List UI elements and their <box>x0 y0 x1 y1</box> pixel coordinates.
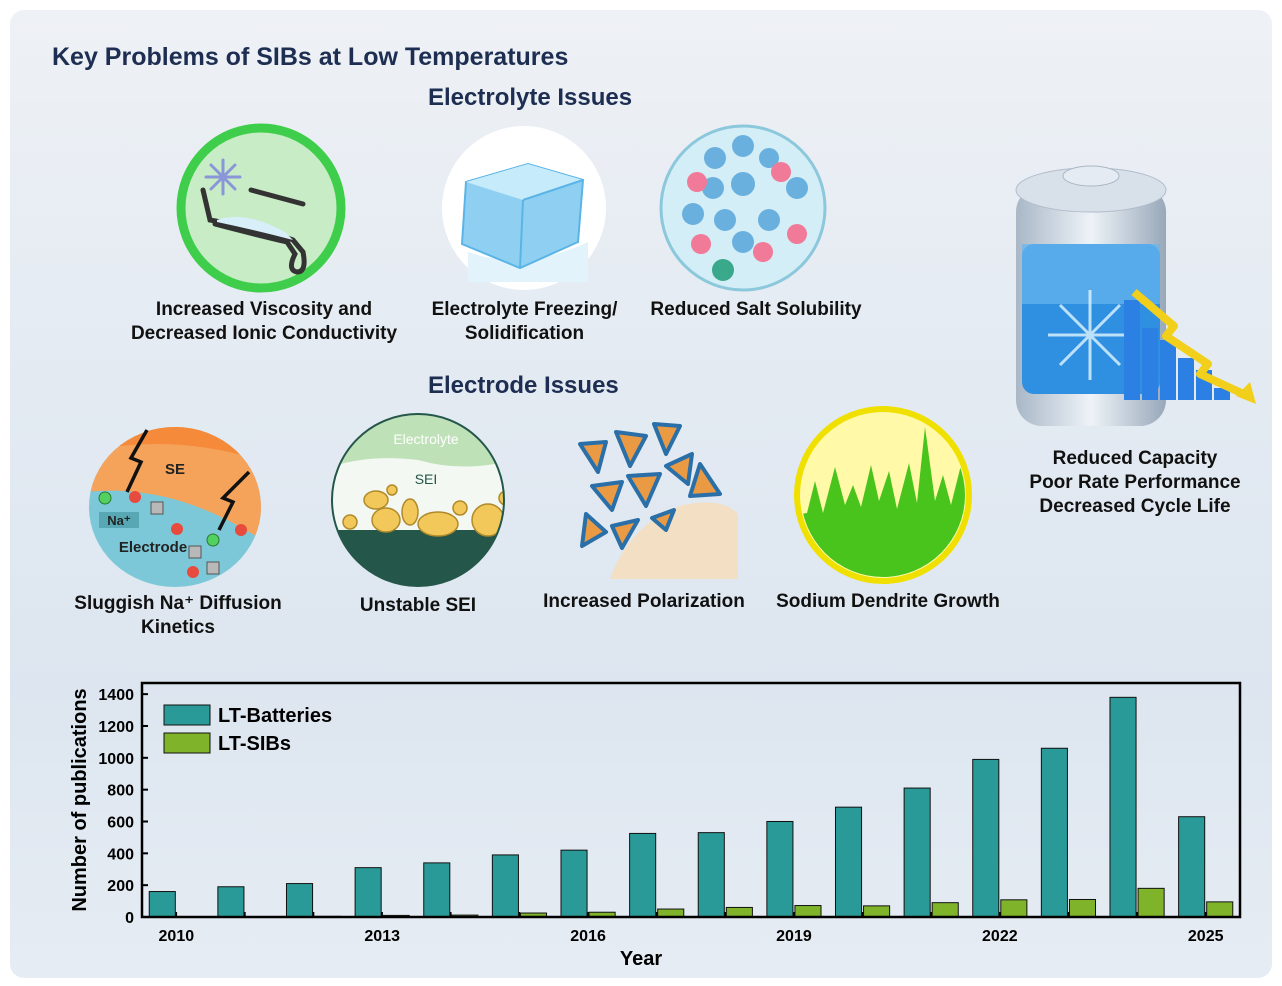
legend-label: LT-Batteries <box>218 705 332 727</box>
bar-lt-batteries-2011 <box>217 886 245 918</box>
electrolyte-heading: Electrolyte Issues <box>428 84 633 111</box>
y-tick-label: 1000 <box>98 751 134 768</box>
x-axis-label: Year <box>620 948 662 965</box>
ice-cube-icon <box>442 126 606 290</box>
diffusion-icon: SE Na⁺ Electrode <box>89 427 261 587</box>
figure-panel: Key Problems of SIBs at Low Temperatures… <box>10 10 1272 978</box>
x-tick-label: 2016 <box>570 928 606 945</box>
x-tick-label: 2022 <box>982 928 1018 945</box>
sei-electrolyte-label: Electrolyte <box>393 431 459 447</box>
bar-lt-sibs-2025 <box>1206 901 1234 918</box>
x-tick-label: 2010 <box>159 928 195 945</box>
bar-lt-batteries-2010 <box>148 891 176 918</box>
se-label: SE <box>165 461 185 478</box>
solubility-caption: Reduced Salt Solubility <box>650 299 862 320</box>
sei-label: SEI <box>415 471 438 487</box>
viscosity-caption: Increased Viscosity and Decreased Ionic C… <box>130 299 398 344</box>
plot-frame <box>140 681 1242 919</box>
bar-lt-batteries-2018 <box>697 832 725 918</box>
y-tick-label: 200 <box>107 878 134 895</box>
publications-chart: 0 200 400 600 800 1000 1200 1400 2010 2013 2016 201… <box>69 681 1242 965</box>
y-tick-label: 0 <box>125 910 134 927</box>
electrode-label: Electrode <box>119 539 187 556</box>
sei-icon: Electrolyte SEI <box>331 413 505 587</box>
electrode-heading: Electrode Issues <box>428 372 619 399</box>
y-tick-label: 1400 <box>98 687 134 704</box>
y-tick-label: 400 <box>107 846 134 863</box>
salt-solubility-icon <box>659 124 827 292</box>
bar-lt-batteries-2020 <box>834 806 863 918</box>
na-label: Na⁺ <box>107 513 131 528</box>
bar-lt-batteries-2017 <box>629 832 657 918</box>
sei-caption: Unstable SEI <box>359 595 477 616</box>
legend-label: LT-SIBs <box>218 733 291 755</box>
freezing-caption: Electrolyte Freezing/Solidification <box>431 299 618 344</box>
y-tick-label: 1200 <box>98 719 134 736</box>
bar-lt-batteries-2012 <box>285 883 314 918</box>
viscosity-icon <box>176 123 346 293</box>
bar-lt-batteries-2019 <box>766 820 794 918</box>
bar-lt-batteries-2021 <box>903 787 931 918</box>
bar-lt-batteries-2015 <box>491 854 519 918</box>
bar-lt-batteries-2024 <box>1109 696 1137 918</box>
bar-lt-sibs-2022 <box>1000 899 1028 918</box>
bar-lt-sibs-2021 <box>931 902 959 918</box>
bar-lt-sibs-2019 <box>794 905 822 918</box>
main-title: Key Problems of SIBs at Low Temperatures <box>52 43 569 71</box>
y-axis-label: Number of publications <box>69 688 91 911</box>
y-tick-label: 600 <box>107 814 134 831</box>
bar-lt-batteries-2014 <box>423 862 451 918</box>
x-tick-label: 2025 <box>1188 928 1224 945</box>
diffusion-caption: Sluggish Na⁺ Diffusion Kinetics <box>74 593 282 638</box>
bar-lt-batteries-2013 <box>354 867 382 918</box>
x-tick-label: 2013 <box>364 928 400 945</box>
bar-lt-sibs-2023 <box>1068 898 1097 918</box>
y-tick-label: 800 <box>107 783 134 800</box>
battery-caption: Reduced Capacity Poor Rate Performance Dec… <box>1029 448 1241 517</box>
bar-lt-sibs-2020 <box>863 905 891 918</box>
bar-lt-sibs-2018 <box>725 906 753 918</box>
bar-lt-batteries-2025 <box>1178 816 1206 918</box>
bar-lt-batteries-2023 <box>1040 747 1068 918</box>
polarization-caption: Increased Polarization <box>543 591 745 612</box>
bar-lt-sibs-2024 <box>1137 887 1165 918</box>
legend-swatch <box>163 704 211 726</box>
bar-lt-batteries-2022 <box>972 758 1000 918</box>
dendrite-caption: Sodium Dendrite Growth <box>776 591 1000 612</box>
x-tick-label: 2019 <box>776 928 812 945</box>
legend-swatch <box>163 732 211 754</box>
bar-lt-batteries-2016 <box>560 849 588 918</box>
dendrite-icon <box>794 406 972 584</box>
polarization-icon <box>578 422 738 579</box>
battery-icon <box>1015 165 1256 426</box>
